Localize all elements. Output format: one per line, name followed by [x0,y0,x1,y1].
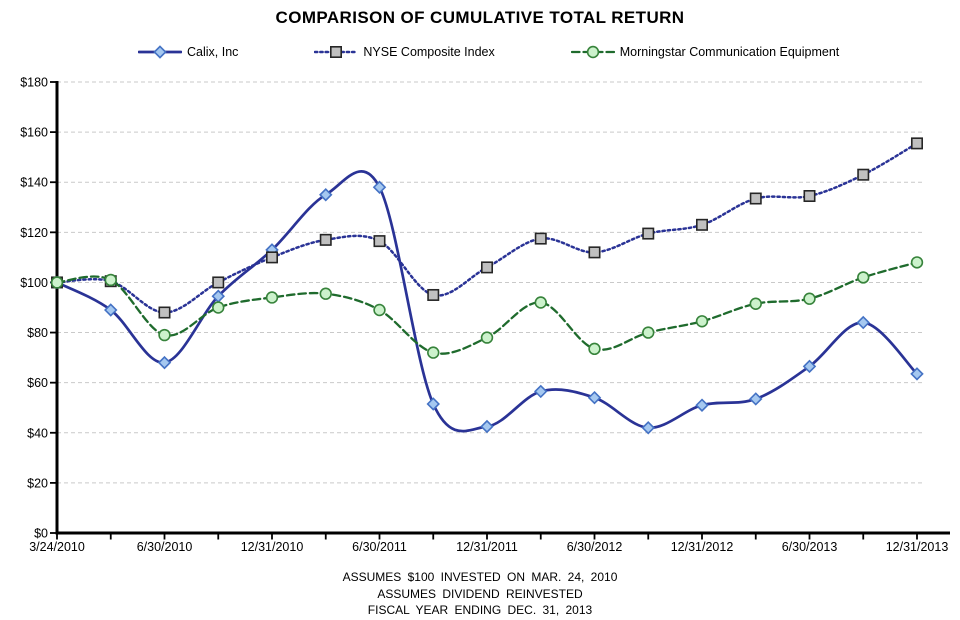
data-point-marker-square [373,235,386,248]
chart-footnotes: ASSUMES $100 INVESTED ON MAR. 24, 2010 A… [0,569,960,619]
legend-item-nyse: NYSE Composite Index [314,44,495,60]
data-point-marker-diamond [641,421,655,435]
y-axis-label: $140 [20,176,48,190]
data-point-marker-square [695,218,708,231]
series-morningstar-communication-equipment [50,256,924,359]
data-point-marker-square [803,190,816,203]
data-point-marker-square [534,232,547,245]
data-point-marker-circle [695,315,709,328]
data-point-marker-diamond [695,398,709,412]
x-axis-label: 6/30/2011 [352,540,407,554]
data-point-marker-square [319,233,332,246]
x-axis-label: 12/31/2011 [456,540,518,554]
data-point-marker-circle [319,287,332,300]
data-point-marker-circle [857,271,870,284]
data-point-marker-diamond [372,180,387,194]
chart-title: COMPARISON OF CUMULATIVE TOTAL RETURN [275,8,685,27]
footnote-dividend: ASSUMES DIVIDEND REINVESTED [377,586,583,601]
footnote-invested: ASSUMES $100 INVESTED ON MAR. 24, 2010 [342,570,618,584]
data-point-marker-circle [104,273,117,287]
legend-item-morningstar: Morningstar Communication Equipment [570,44,840,60]
calix-line-diamond-icon [138,44,182,60]
morningstar-line-circle-icon [570,44,615,60]
data-point-marker-diamond [534,384,548,399]
data-point-marker-square [330,45,343,58]
data-point-marker-circle [373,303,386,317]
data-point-marker-square [480,261,493,274]
series-nyse-composite-index [50,137,923,319]
y-axis-label: $60 [27,376,48,390]
data-point-marker-square [910,137,923,150]
data-point-marker-circle [534,296,547,309]
data-point-marker-diamond [104,303,118,317]
y-axis-label: $20 [27,476,48,490]
x-axis-label: 6/30/2010 [137,540,193,554]
data-point-marker-diamond [856,315,870,330]
nyse-line-square-icon [314,44,359,60]
legend-label-nyse: NYSE Composite Index [363,45,495,59]
x-axis-label: 12/31/2012 [671,540,734,554]
y-axis-label: $100 [20,276,48,290]
legend-label-calix: Calix, Inc [187,45,239,59]
data-point-marker-circle [642,326,655,339]
data-point-marker-square [588,246,601,259]
x-axis-label: 3/24/2010 [29,540,85,554]
data-point-marker-circle [480,331,494,344]
chart-legend: Calix, Inc NYSE Composite Index Mornings… [138,44,839,60]
data-point-marker-circle [749,297,762,310]
x-axis-label: 12/31/2013 [886,540,949,554]
data-point-marker-circle [50,276,64,289]
y-axis-label: $180 [20,76,48,90]
data-point-marker-square [857,168,870,181]
data-point-marker-diamond [910,367,924,381]
data-point-marker-circle [910,256,924,269]
footnote-fiscal-year: FISCAL YEAR ENDING DEC. 31, 2013 [367,603,593,617]
data-point-marker-circle [803,292,816,305]
data-point-marker-square [427,288,440,301]
data-point-marker-diamond [426,397,440,411]
data-point-marker-circle [265,291,279,304]
data-point-marker-diamond [587,390,602,405]
series-calix-inc [50,170,924,435]
data-point-marker-circle [588,342,601,356]
y-axis-label: $0 [34,527,48,541]
data-point-marker-square [265,251,278,264]
y-axis-label: $80 [27,326,48,340]
data-point-marker-circle [427,346,440,359]
y-axis-label: $160 [20,126,48,140]
data-point-marker-circle [212,301,225,314]
data-point-marker-square [749,192,762,205]
series-line-nyse-composite-index [55,142,919,314]
data-point-marker-square [212,276,225,289]
x-axis-label: 6/30/2012 [567,540,623,554]
x-axis-label: 12/31/2010 [241,540,304,554]
y-axis-label: $120 [20,226,48,240]
data-point-marker-diamond [480,419,494,434]
data-point-marker-circle [158,328,171,342]
y-axis-label: $40 [27,426,48,440]
legend-item-calix: Calix, Inc [138,44,238,60]
data-point-marker-circle [586,45,599,59]
data-point-marker-diamond [153,45,167,59]
data-point-marker-square [642,227,655,240]
x-axis-label: 6/30/2013 [782,540,838,554]
data-point-marker-diamond [749,392,763,406]
legend-label-morningstar: Morningstar Communication Equipment [619,45,840,59]
data-point-marker-square [158,306,171,319]
data-point-marker-diamond [802,359,817,374]
data-point-marker-diamond [319,188,333,202]
data-point-marker-diamond [157,355,172,370]
